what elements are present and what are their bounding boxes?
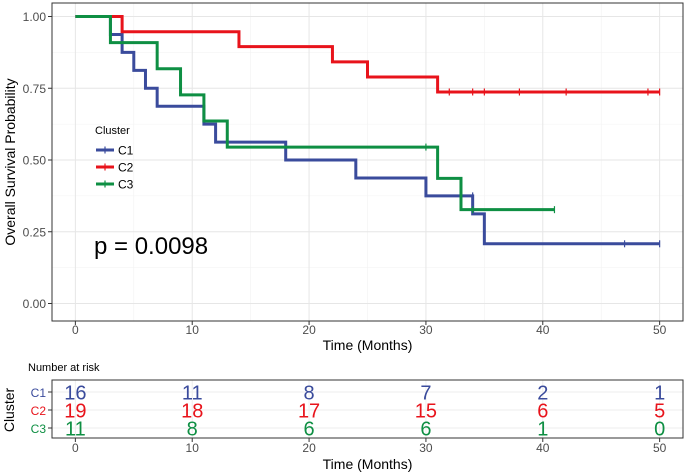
y-tick-label: 0.25 [23,225,47,239]
risk-count-c1: 11 [182,383,203,405]
p-value-annotation: p = 0.0098 [94,233,208,260]
y-tick-label: 0.75 [23,82,47,96]
risk-table-border [51,379,684,439]
y-tick-label: 0.00 [23,297,47,311]
legend: Cluster C1 C2 C3 [95,125,134,192]
x-tick-label: 40 [536,323,550,337]
risk-count-c2: 5 [654,401,665,423]
legend-label-c2: C2 [118,161,134,175]
legend-label-c1: C1 [118,144,134,158]
survival-curve-c1 [75,15,660,246]
risk-row-label-c3: C3 [31,422,47,436]
risk-count-c1: 2 [537,383,548,405]
risk-count-c2: 6 [537,401,548,423]
risk-count-c1: 7 [420,383,431,405]
risk-count-c1: 1 [654,383,665,405]
legend-title: Cluster [95,125,130,137]
risk-x-tick-label: 0 [72,441,79,455]
risk-row-label-c1: C1 [31,386,47,400]
risk-count-c3: 8 [187,419,198,441]
axes: 0 10 20 30 40 50 0.00 0.25 0.50 0.75 1.00 Time (Mon… [2,10,667,353]
risk-table-title: Number at risk [28,362,100,374]
x-axis-title: Time (Months) [323,337,413,353]
survival-curve-c2 [75,15,660,94]
risk-count-c3: 1 [537,419,548,441]
x-tick-label: 10 [186,323,200,337]
survival-curves [75,15,661,248]
y-tick-label: 1.00 [23,10,47,24]
risk-x-tick-label: 20 [302,441,316,455]
x-tick-label: 0 [72,323,79,337]
risk-count-c1: 16 [64,383,86,405]
plot-panel-border [51,2,684,322]
risk-row-label-c2: C2 [31,404,47,418]
risk-x-tick-label: 50 [653,441,667,455]
y-tick-label: 0.50 [23,154,47,168]
risk-count-c2: 15 [415,401,437,423]
risk-count-c3: 6 [420,419,431,441]
risk-count-c3: 0 [654,419,665,441]
legend-label-c3: C3 [118,178,134,192]
risk-y-axis-title: Cluster [1,387,17,432]
x-tick-label: 20 [302,323,316,337]
risk-count-c2: 18 [181,401,203,423]
x-tick-label: 50 [653,323,667,337]
risk-count-c3: 6 [304,419,315,441]
risk-x-tick-label: 30 [419,441,433,455]
risk-count-c3: 11 [65,419,86,441]
survival-curve-c3 [75,15,555,212]
risk-count-c2: 19 [64,401,86,423]
risk-x-tick-label: 40 [536,441,550,455]
x-tick-label: 30 [419,323,433,337]
risk-x-tick-label: 10 [186,441,200,455]
y-axis-title: Overall Survival Probability [2,78,18,245]
risk-count-c2: 17 [298,401,320,423]
risk-count-c1: 8 [304,383,315,405]
risk-x-axis-title: Time (Months) [323,456,413,472]
